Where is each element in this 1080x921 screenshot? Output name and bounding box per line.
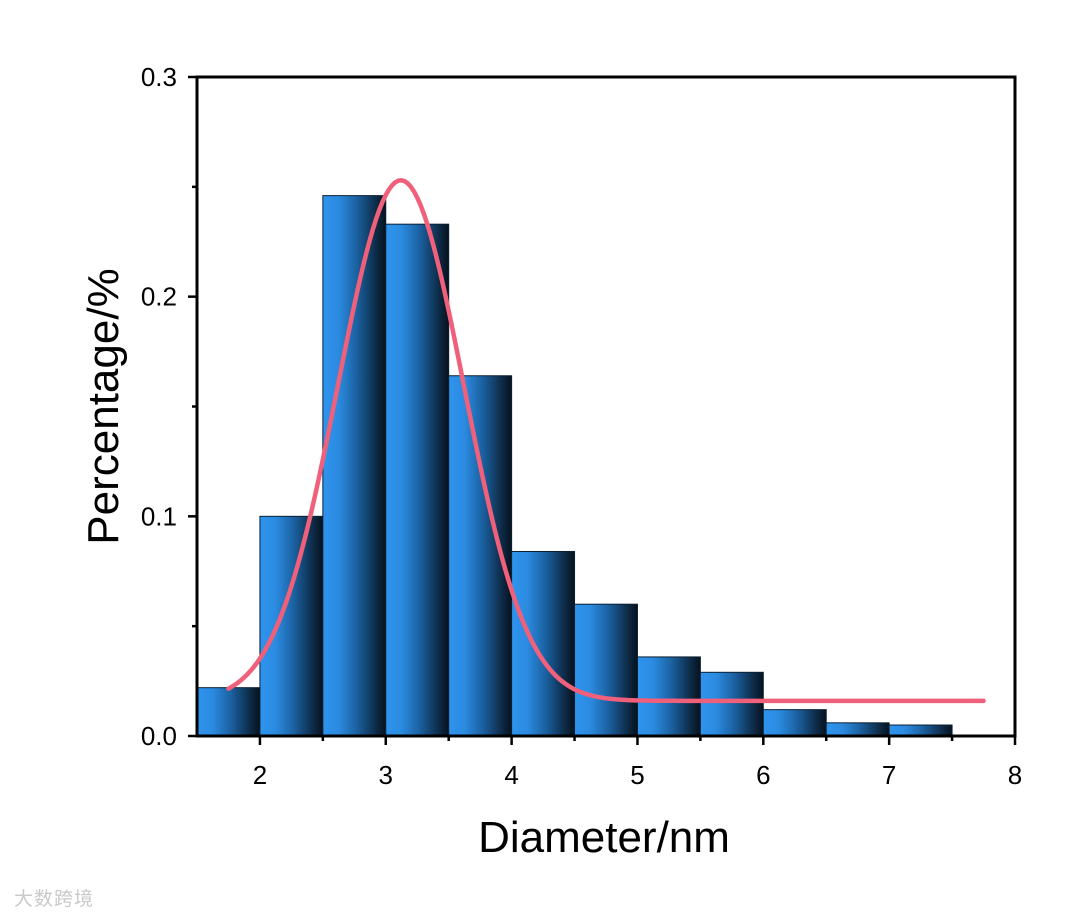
y-axis-title: Percentage/% (79, 268, 128, 544)
histogram-bar-11 (825, 722, 890, 737)
bars-group (196, 195, 953, 737)
x-tick-label: 8 (1008, 760, 1022, 790)
x-tick-label: 4 (504, 760, 518, 790)
histogram-bar-9 (699, 671, 764, 737)
gaussian-fit-curve (226, 177, 986, 704)
x-tick-label: 2 (253, 760, 267, 790)
x-tick-label: 3 (379, 760, 393, 790)
histogram-bar-3 (322, 195, 387, 737)
histogram-bar-4 (385, 223, 450, 737)
axis-ticks: 2 3 4 5 6 7 8 0.0 0.1 0.2 0.3 (141, 62, 1022, 790)
watermark-logo: 大数跨境 (14, 888, 95, 910)
histogram-bar-1 (196, 687, 261, 737)
y-tick-label: 0.2 (141, 282, 177, 312)
y-tick-label: 0.1 (141, 501, 177, 531)
x-tick-label: 6 (756, 760, 770, 790)
y-tick-label: 0.3 (141, 62, 177, 92)
histogram-bar-12 (888, 724, 953, 737)
histogram-bar-10 (762, 709, 827, 737)
y-tick-label: 0.0 (141, 721, 177, 751)
histogram-bar-2 (259, 515, 324, 737)
x-tick-label: 7 (882, 760, 896, 790)
histogram-bar-8 (636, 656, 701, 737)
x-tick-label: 5 (630, 760, 644, 790)
histogram-bar-6 (511, 550, 576, 737)
x-axis-title: Diameter/nm (478, 813, 730, 862)
histogram-bar-7 (574, 603, 638, 737)
